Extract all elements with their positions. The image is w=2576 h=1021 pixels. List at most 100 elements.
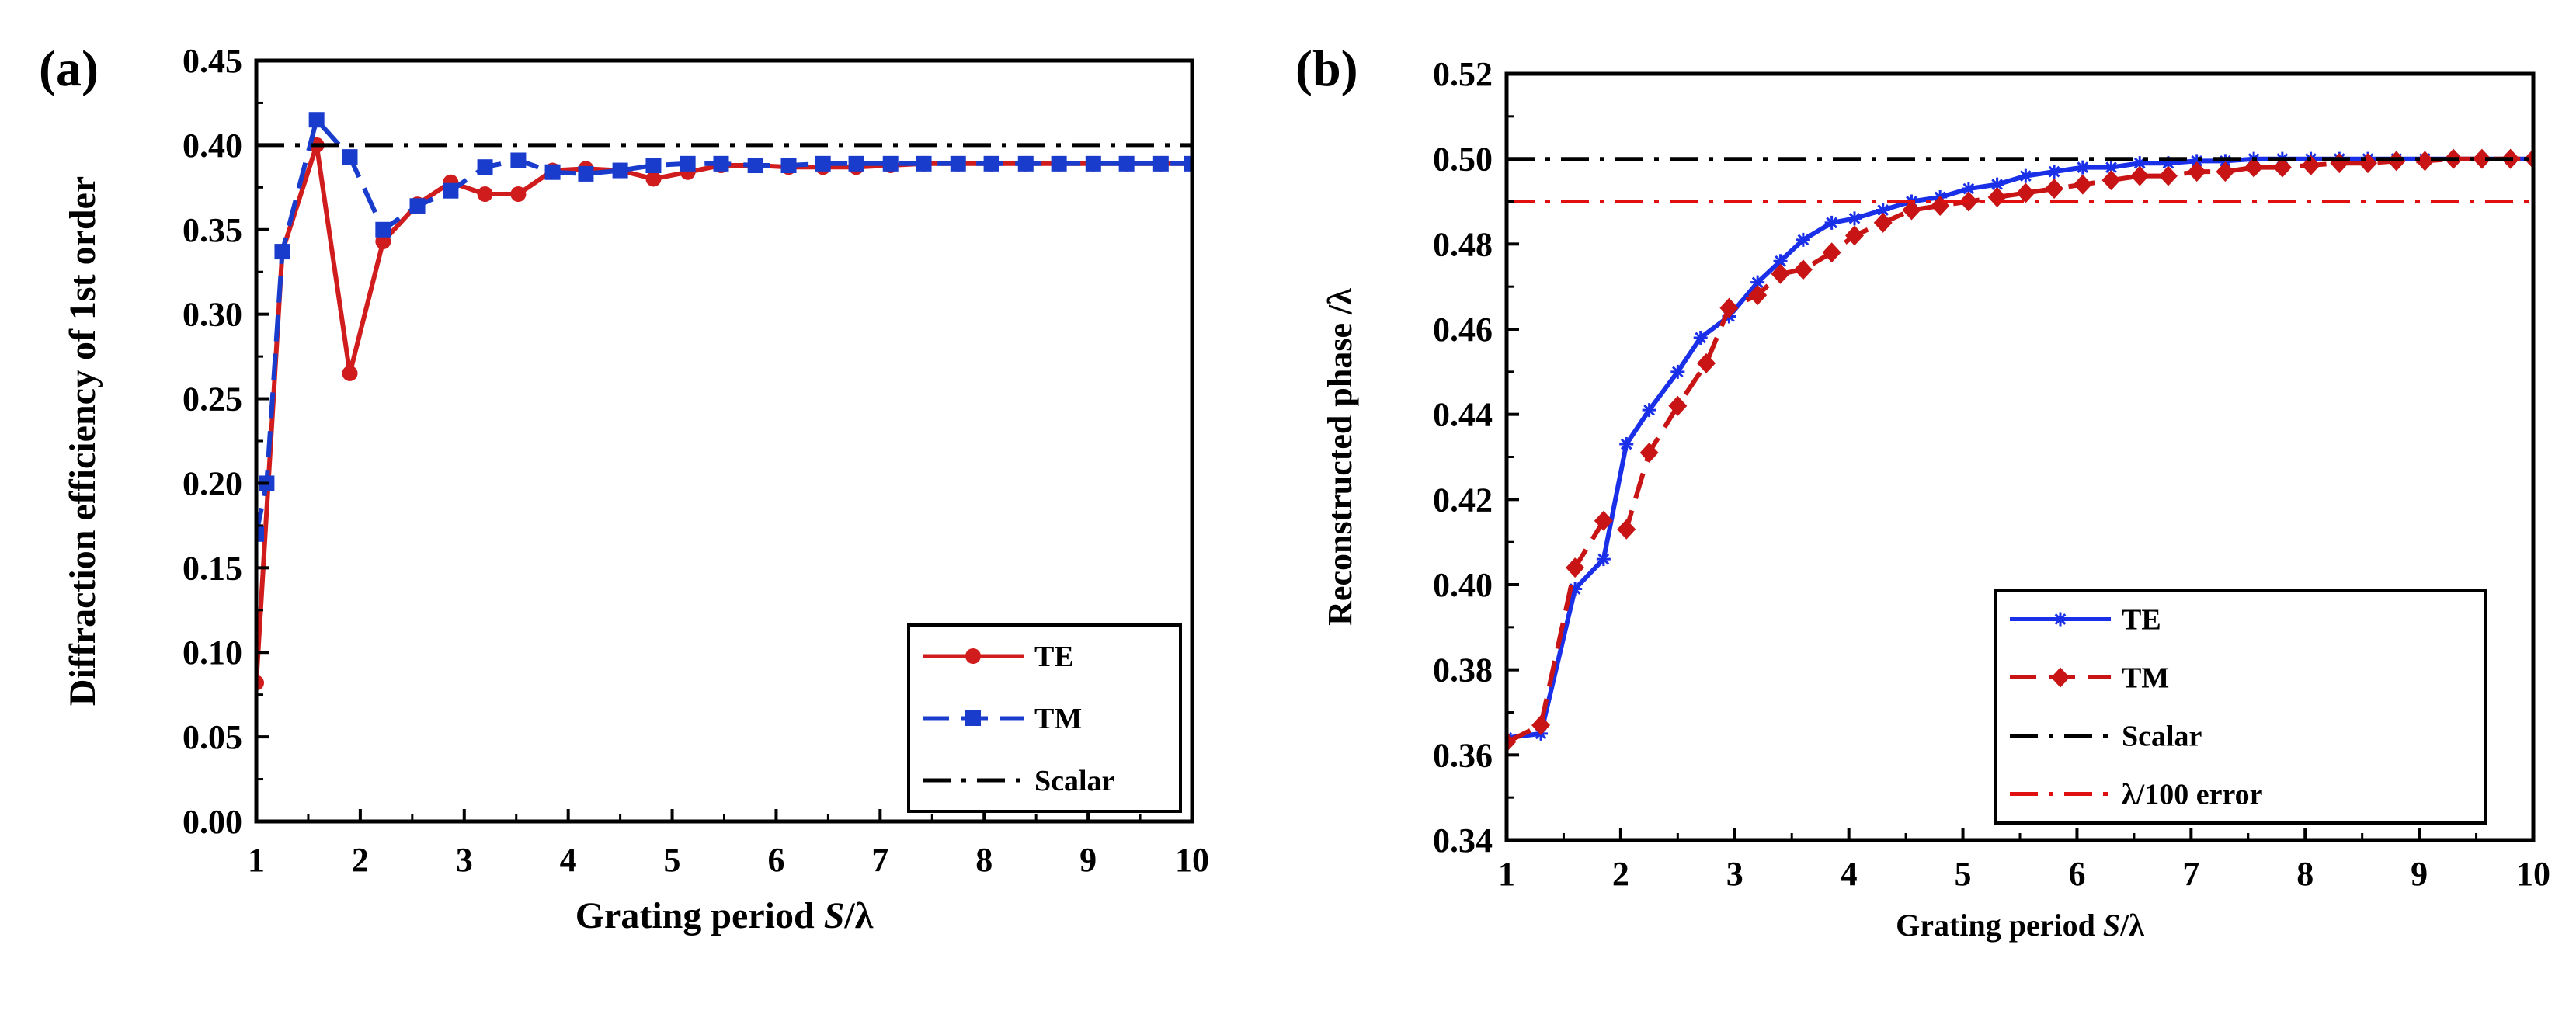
point-b-1-2 <box>1566 557 1585 578</box>
point-a-1-9 <box>510 152 527 168</box>
x-tick-label-a-0: 1 <box>248 841 265 879</box>
series-a-0 <box>256 137 1192 691</box>
point-a-1-27 <box>1118 155 1135 172</box>
point-b-0-18 <box>1990 177 2004 192</box>
panel-label-a: (a) <box>39 40 99 97</box>
point-b-1-28 <box>2272 157 2292 178</box>
point-b-1-4 <box>1617 519 1636 540</box>
legend-marker-a-0 <box>965 648 981 664</box>
point-b-0-23 <box>2133 156 2147 171</box>
y-tick-label-a-6: 0.30 <box>183 296 242 334</box>
panel-label-b: (b) <box>1295 40 1358 97</box>
legend-label-b-1: TM <box>2122 662 2169 695</box>
point-a-0-12 <box>645 171 662 187</box>
y-tick-label-b-5: 0.44 <box>1433 396 1493 434</box>
point-b-1-10 <box>1771 263 1790 284</box>
legend-label-b-2: Scalar <box>2122 721 2202 753</box>
x-tick-label-b-3: 4 <box>1841 855 1858 893</box>
point-b-1-27 <box>2244 157 2264 178</box>
legend-b: TE TM Scalar λ/100 error <box>1994 589 2487 825</box>
point-b-1-1 <box>1531 714 1551 735</box>
point-b-1-26 <box>2216 161 2235 182</box>
point-b-1-35 <box>2472 148 2491 169</box>
point-b-1-18 <box>1987 187 2007 208</box>
point-a-1-8 <box>477 159 493 175</box>
point-b-0-17 <box>1961 182 1976 196</box>
point-b-1-8 <box>1719 297 1739 318</box>
point-a-0-4 <box>375 234 391 250</box>
point-b-0-20 <box>2047 165 2062 179</box>
point-a-1-26 <box>1085 155 1101 172</box>
legend-label-b-0: TE <box>2122 604 2161 637</box>
point-a-1-24 <box>1017 155 1034 172</box>
series-line-a-0 <box>256 142 1192 683</box>
point-b-1-22 <box>2101 170 2121 191</box>
y-tick-label-a-5: 0.25 <box>183 380 242 418</box>
x-tick-label-b-8: 9 <box>2411 855 2428 893</box>
x-tick-label-b-0: 1 <box>1498 855 1515 893</box>
series-line-a-1 <box>256 117 1192 535</box>
point-b-0-19 <box>2018 168 2033 183</box>
x-tick-label-a-9: 10 <box>1175 841 1209 879</box>
x-axis-title-a: Grating period S/λ <box>575 895 874 936</box>
y-tick-label-b-3: 0.40 <box>1433 566 1493 604</box>
point-b-1-3 <box>1594 510 1613 531</box>
point-a-1-11 <box>578 165 594 182</box>
point-b-1-21 <box>2073 174 2092 195</box>
point-a-0-7 <box>477 186 493 203</box>
point-a-1-6 <box>409 198 426 214</box>
x-tick-label-a-8: 9 <box>1079 841 1097 879</box>
point-a-1-29 <box>1184 155 1192 172</box>
point-a-1-17 <box>780 158 797 174</box>
y-tick-label-a-0: 0.00 <box>183 803 242 841</box>
point-b-0-6 <box>1670 364 1685 379</box>
legend-label-b-3: λ/100 error <box>2122 779 2263 811</box>
legend-marker-b-1 <box>2051 667 2070 688</box>
series-a-1 <box>256 112 1192 542</box>
point-b-1-25 <box>2187 161 2206 182</box>
point-a-1-20 <box>882 155 899 172</box>
point-b-1-14 <box>1873 212 1893 233</box>
x-tick-label-b-4: 5 <box>1955 855 1972 893</box>
y-tick-label-a-3: 0.15 <box>183 549 242 587</box>
point-a-1-3 <box>308 112 325 128</box>
x-tick-label-a-7: 8 <box>975 841 993 879</box>
point-b-1-33 <box>2415 151 2435 172</box>
point-a-1-14 <box>680 155 696 172</box>
point-a-1-18 <box>815 155 831 172</box>
x-tick-label-a-1: 2 <box>352 841 369 879</box>
y-tick-label-a-4: 0.20 <box>183 464 242 502</box>
point-b-1-15 <box>1902 200 1921 221</box>
y-tick-label-a-9: 0.45 <box>183 42 242 80</box>
y-tick-label-a-2: 0.10 <box>183 634 242 672</box>
chart-a: (a) 1 2 3 4 5 6 7 8 9 10 0.00 0.05 0.10 0.15 0.20 0.25 0… <box>39 40 1209 936</box>
x-tick-label-b-6: 7 <box>2182 855 2199 893</box>
x-axis-title-b: Grating period S/λ <box>1896 908 2144 943</box>
chart-b: (b) 1 2 3 4 5 6 7 8 9 10 0.34 0.36 0.38 0.40 0.42 0.44 0… <box>1295 40 2550 943</box>
point-a-1-5 <box>375 221 391 238</box>
legend-a: TE TM Scalar <box>907 623 1182 813</box>
x-tick-label-b-7: 8 <box>2296 855 2314 893</box>
point-a-1-22 <box>950 155 966 172</box>
y-tick-label-b-1: 0.36 <box>1433 736 1493 774</box>
y-tick-label-b-0: 0.34 <box>1433 821 1493 860</box>
point-a-1-4 <box>342 149 358 165</box>
legend-label-a-2: Scalar <box>1034 765 1115 797</box>
point-b-1-0 <box>1507 731 1516 752</box>
point-a-1-7 <box>443 182 459 199</box>
x-tick-label-b-1: 2 <box>1612 855 1629 893</box>
point-b-0-11 <box>1796 232 1810 247</box>
y-axis-title-b: Reconstructed phase /λ <box>1321 288 1359 626</box>
legend-marker-b-0 <box>2053 612 2067 627</box>
point-a-1-25 <box>1051 155 1067 172</box>
legend-label-a-0: TE <box>1034 641 1074 673</box>
point-a-1-16 <box>747 158 763 174</box>
point-a-1-0 <box>256 526 264 542</box>
y-tick-label-b-7: 0.48 <box>1433 225 1493 263</box>
point-a-1-19 <box>848 155 864 172</box>
y-tick-label-b-6: 0.46 <box>1433 311 1493 349</box>
y-tick-label-b-8: 0.50 <box>1433 141 1493 179</box>
x-tick-label-b-5: 6 <box>2068 855 2085 893</box>
point-b-0-24 <box>2161 156 2175 171</box>
